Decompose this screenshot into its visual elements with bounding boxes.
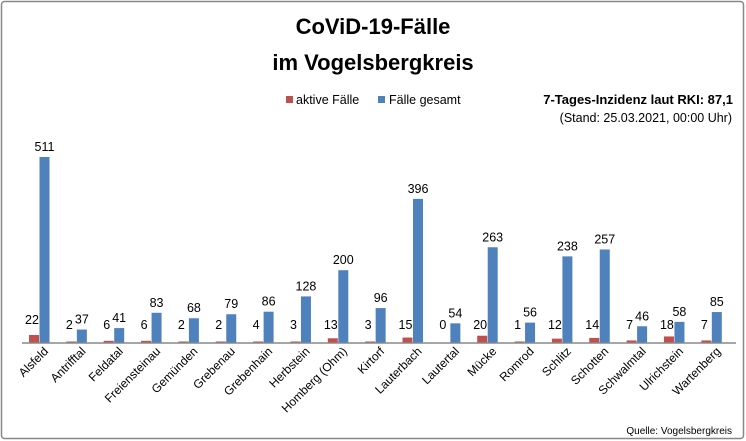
bar-total bbox=[76, 329, 87, 343]
legend-swatch-active bbox=[286, 96, 293, 103]
data-label-total: 238 bbox=[557, 239, 578, 253]
bar-total bbox=[637, 326, 648, 343]
bar-total bbox=[39, 157, 50, 343]
data-label-active: 12 bbox=[548, 318, 562, 332]
data-label-active: 18 bbox=[660, 318, 674, 332]
legend-label-total: Fälle gesamt bbox=[389, 93, 461, 107]
bar-active bbox=[477, 335, 488, 343]
chart-subtitle: im Vogelsbergkreis bbox=[272, 50, 473, 75]
bar-active bbox=[103, 340, 114, 343]
bar-total bbox=[188, 318, 199, 343]
bar-total bbox=[263, 311, 274, 343]
data-label-active: 6 bbox=[141, 318, 148, 332]
bar-active bbox=[701, 340, 712, 343]
bar-active bbox=[327, 338, 338, 343]
data-label-total: 96 bbox=[374, 291, 388, 305]
incidence-annotation: 7-Tages-Inzidenz laut RKI: 87,1 bbox=[543, 92, 733, 107]
bar-total bbox=[226, 314, 237, 343]
bar-total bbox=[450, 323, 461, 343]
legend-label-active: aktive Fälle bbox=[296, 93, 359, 107]
data-label-total: 46 bbox=[635, 309, 649, 323]
data-label-total: 41 bbox=[112, 311, 126, 325]
legend: aktive Fälle Fälle gesamt bbox=[286, 93, 461, 107]
data-label-total: 68 bbox=[187, 301, 201, 315]
data-label-total: 511 bbox=[35, 140, 55, 154]
bar-total bbox=[674, 321, 685, 343]
data-label-total: 396 bbox=[408, 182, 429, 196]
date-annotation: (Stand: 25.03.2021, 00:00 Uhr) bbox=[560, 111, 732, 125]
legend-swatch-total bbox=[378, 96, 385, 103]
data-label-active: 15 bbox=[399, 318, 413, 332]
data-label-active: 3 bbox=[365, 318, 372, 332]
bar-active bbox=[141, 340, 152, 343]
data-label-total: 200 bbox=[333, 253, 354, 267]
data-label-active: 13 bbox=[324, 318, 338, 332]
data-label-active: 0 bbox=[439, 318, 446, 332]
bar-total bbox=[413, 198, 423, 343]
data-label-active: 22 bbox=[25, 313, 39, 327]
bar-active bbox=[402, 337, 413, 343]
bar-total bbox=[338, 270, 349, 343]
bar-active bbox=[663, 336, 674, 343]
bar-total bbox=[114, 328, 125, 343]
bar-total bbox=[300, 296, 311, 343]
bar-total bbox=[562, 256, 573, 343]
bar-active bbox=[29, 334, 39, 343]
data-label-active: 2 bbox=[66, 318, 73, 332]
data-label-total: 56 bbox=[523, 306, 537, 320]
bar-total bbox=[525, 322, 536, 343]
data-label-active: 7 bbox=[701, 318, 708, 332]
data-label-total: 83 bbox=[150, 296, 164, 310]
bar-active bbox=[626, 340, 637, 343]
bar-total bbox=[599, 249, 610, 343]
data-label-total: 79 bbox=[224, 297, 238, 311]
bar-total bbox=[487, 247, 498, 343]
source-note: Quelle: Vogelsbergkreis bbox=[626, 426, 732, 437]
data-label-active: 2 bbox=[215, 318, 222, 332]
bar-total bbox=[151, 312, 162, 343]
data-label-total: 54 bbox=[448, 306, 462, 320]
data-label-total: 257 bbox=[594, 232, 615, 246]
data-label-active: 6 bbox=[103, 318, 110, 332]
chart-title: CoViD-19-Fälle bbox=[296, 14, 451, 39]
data-label-total: 85 bbox=[710, 295, 724, 309]
bar-active bbox=[551, 338, 562, 343]
data-label-active: 2 bbox=[178, 318, 185, 332]
data-label-total: 37 bbox=[75, 313, 89, 327]
bar-total bbox=[711, 312, 722, 343]
data-label-active: 20 bbox=[473, 318, 487, 332]
data-label-active: 1 bbox=[514, 318, 521, 332]
data-label-total: 263 bbox=[482, 230, 503, 244]
bar-total bbox=[375, 308, 386, 343]
data-label-active: 4 bbox=[253, 318, 260, 332]
data-label-active: 3 bbox=[290, 318, 297, 332]
bar-active bbox=[589, 337, 600, 343]
data-label-total: 58 bbox=[672, 305, 686, 319]
data-label-active: 7 bbox=[626, 318, 633, 332]
data-label-total: 86 bbox=[262, 295, 276, 309]
data-label-active: 14 bbox=[585, 318, 599, 332]
data-label-total: 128 bbox=[296, 279, 317, 293]
